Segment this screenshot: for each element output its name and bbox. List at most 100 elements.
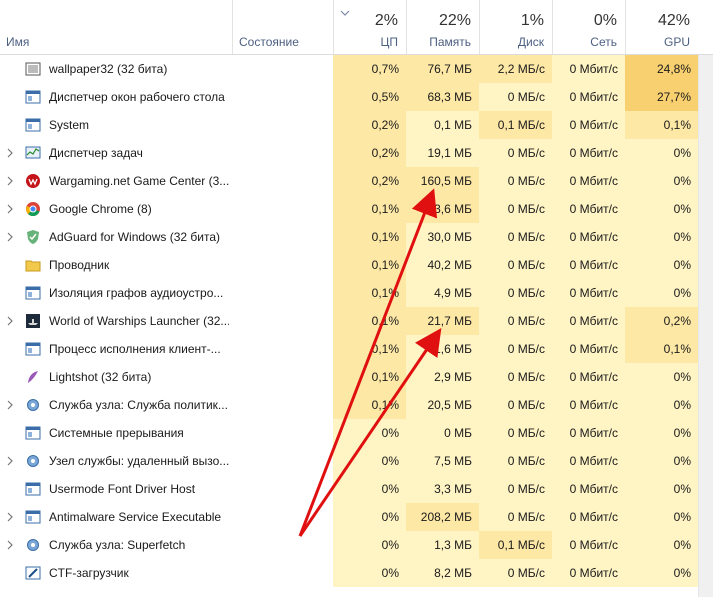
- process-row[interactable]: Диспетчер окон рабочего стола 0,5% 68,3 …: [0, 83, 698, 111]
- process-gpu-cell: 0%: [625, 475, 698, 503]
- process-cpu-cell: 0,2%: [333, 139, 406, 167]
- process-name-cell[interactable]: Wargaming.net Game Center (3...: [0, 167, 232, 195]
- column-header-name[interactable]: Имя: [0, 0, 232, 54]
- expand-chevron-right-icon[interactable]: [6, 316, 14, 326]
- process-memory-cell: 40,2 МБ: [406, 251, 479, 279]
- process-memory-cell: 8,2 МБ: [406, 559, 479, 587]
- expand-chevron-right-icon[interactable]: [6, 400, 14, 410]
- process-memory-cell: 1,3 МБ: [406, 531, 479, 559]
- expand-chevron-right-icon[interactable]: [6, 512, 14, 522]
- process-state-cell: [232, 363, 333, 391]
- process-disk-cell: 0 МБ/с: [479, 475, 552, 503]
- process-memory-cell: 30,0 МБ: [406, 223, 479, 251]
- process-name-cell[interactable]: Диспетчер задач: [0, 139, 232, 167]
- process-disk-cell: 0 МБ/с: [479, 223, 552, 251]
- process-list: wallpaper32 (32 бита) 0,7% 76,7 МБ 2,2 М…: [0, 55, 698, 587]
- process-gpu-cell: 0,1%: [625, 335, 698, 363]
- process-row[interactable]: Диспетчер задач 0,2% 19,1 МБ 0 МБ/с 0 Мб…: [0, 139, 698, 167]
- process-name-cell[interactable]: CTF-загрузчик: [0, 559, 232, 587]
- expand-chevron-right-icon[interactable]: [6, 148, 14, 158]
- window-icon: [25, 510, 41, 524]
- process-name: CTF-загрузчик: [49, 566, 129, 580]
- window-icon: [25, 286, 41, 300]
- process-row[interactable]: Usermode Font Driver Host 0% 3,3 МБ 0 МБ…: [0, 475, 698, 503]
- process-name: Lightshot (32 бита): [49, 370, 152, 384]
- process-network-cell: 0 Мбит/с: [552, 363, 625, 391]
- process-network-cell: 0 Мбит/с: [552, 503, 625, 531]
- expand-chevron-right-icon[interactable]: [6, 176, 14, 186]
- process-network-cell: 0 Мбит/с: [552, 559, 625, 587]
- process-row[interactable]: Проводник 0,1% 40,2 МБ 0 МБ/с 0 Мбит/с 0…: [0, 251, 698, 279]
- process-row[interactable]: Google Chrome (8) 0,1% 303,6 МБ 0 МБ/с 0…: [0, 195, 698, 223]
- process-gpu-cell: 0%: [625, 447, 698, 475]
- expand-chevron-right-icon[interactable]: [6, 204, 14, 214]
- process-name-cell[interactable]: Системные прерывания: [0, 419, 232, 447]
- process-row[interactable]: System 0,2% 0,1 МБ 0,1 МБ/с 0 Мбит/с 0,1…: [0, 111, 698, 139]
- column-header-disk[interactable]: 1% Диск: [479, 0, 552, 54]
- process-name-cell[interactable]: Процесс исполнения клиент-...: [0, 335, 232, 363]
- network-total-pct: 0%: [593, 12, 617, 29]
- process-row[interactable]: Системные прерывания 0% 0 МБ 0 МБ/с 0 Мб…: [0, 419, 698, 447]
- process-row[interactable]: Процесс исполнения клиент-... 0,1% 1,6 М…: [0, 335, 698, 363]
- process-network-cell: 0 Мбит/с: [552, 391, 625, 419]
- process-name-cell[interactable]: wallpaper32 (32 бита): [0, 55, 232, 83]
- column-header-cpu[interactable]: 2% ЦП: [333, 0, 406, 54]
- vertical-scrollbar[interactable]: [698, 55, 713, 597]
- memory-label: Память: [429, 35, 471, 49]
- process-name-cell[interactable]: Проводник: [0, 251, 232, 279]
- process-name-cell[interactable]: System: [0, 111, 232, 139]
- process-cpu-cell: 0,1%: [333, 251, 406, 279]
- process-row[interactable]: Antimalware Service Executable 0% 208,2 …: [0, 503, 698, 531]
- process-name-cell[interactable]: Служба узла: Служба политик...: [0, 391, 232, 419]
- process-row[interactable]: Узел службы: удаленный вызо... 0% 7,5 МБ…: [0, 447, 698, 475]
- process-row[interactable]: Изоляция графов аудиоустро... 0,1% 4,9 М…: [0, 279, 698, 307]
- process-name-cell[interactable]: Antimalware Service Executable: [0, 503, 232, 531]
- network-label: Сеть: [590, 35, 617, 49]
- process-name-cell[interactable]: World of Warships Launcher (32...: [0, 307, 232, 335]
- process-name-cell[interactable]: Диспетчер окон рабочего стола: [0, 83, 232, 111]
- process-network-cell: 0 Мбит/с: [552, 223, 625, 251]
- process-name-cell[interactable]: Изоляция графов аудиоустро...: [0, 279, 232, 307]
- process-cpu-cell: 0%: [333, 531, 406, 559]
- process-row[interactable]: CTF-загрузчик 0% 8,2 МБ 0 МБ/с 0 Мбит/с …: [0, 559, 698, 587]
- process-state-cell: [232, 503, 333, 531]
- process-row[interactable]: wallpaper32 (32 бита) 0,7% 76,7 МБ 2,2 М…: [0, 55, 698, 83]
- process-state-cell: [232, 391, 333, 419]
- process-memory-cell: 76,7 МБ: [406, 55, 479, 83]
- process-gpu-cell: 24,8%: [625, 55, 698, 83]
- expand-chevron-right-icon[interactable]: [6, 456, 14, 466]
- column-header-network[interactable]: 0% Сеть: [552, 0, 625, 54]
- process-disk-cell: 0 МБ/с: [479, 559, 552, 587]
- process-disk-cell: 0 МБ/с: [479, 419, 552, 447]
- process-memory-cell: 68,3 МБ: [406, 83, 479, 111]
- process-name-cell[interactable]: Lightshot (32 бита): [0, 363, 232, 391]
- window-icon: [25, 482, 41, 496]
- process-disk-cell: 0 МБ/с: [479, 251, 552, 279]
- column-header-memory[interactable]: 22% Память: [406, 0, 479, 54]
- process-state-cell: [232, 279, 333, 307]
- process-row[interactable]: World of Warships Launcher (32... 0,1% 2…: [0, 307, 698, 335]
- process-row[interactable]: AdGuard for Windows (32 бита) 0,1% 30,0 …: [0, 223, 698, 251]
- column-header-gpu[interactable]: 42% GPU: [625, 0, 698, 54]
- process-row[interactable]: Служба узла: Служба политик... 0,1% 20,5…: [0, 391, 698, 419]
- process-row[interactable]: Lightshot (32 бита) 0,1% 2,9 МБ 0 МБ/с 0…: [0, 363, 698, 391]
- process-row[interactable]: Служба узла: Superfetch 0% 1,3 МБ 0,1 МБ…: [0, 531, 698, 559]
- process-network-cell: 0 Мбит/с: [552, 335, 625, 363]
- process-cpu-cell: 0,1%: [333, 195, 406, 223]
- column-header-state[interactable]: Состояние: [232, 0, 333, 54]
- process-gpu-cell: 0%: [625, 531, 698, 559]
- process-memory-cell: 0,1 МБ: [406, 111, 479, 139]
- process-name: AdGuard for Windows (32 бита): [49, 230, 220, 244]
- expand-chevron-right-icon[interactable]: [6, 540, 14, 550]
- process-name-cell[interactable]: AdGuard for Windows (32 бита): [0, 223, 232, 251]
- warships-icon: [26, 314, 40, 328]
- process-name-cell[interactable]: Google Chrome (8): [0, 195, 232, 223]
- process-row[interactable]: Wargaming.net Game Center (3... 0,2% 160…: [0, 167, 698, 195]
- gear-icon: [27, 455, 39, 467]
- wallpaper-icon: [25, 62, 41, 76]
- process-name-cell[interactable]: Служба узла: Superfetch: [0, 531, 232, 559]
- process-name-cell[interactable]: Usermode Font Driver Host: [0, 475, 232, 503]
- process-name-cell[interactable]: Узел службы: удаленный вызо...: [0, 447, 232, 475]
- expand-chevron-right-icon[interactable]: [6, 232, 14, 242]
